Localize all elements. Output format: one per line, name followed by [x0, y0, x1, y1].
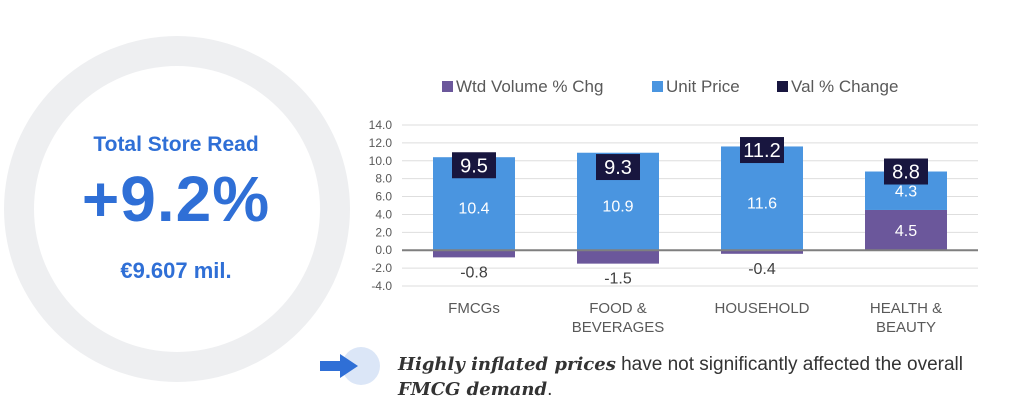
x-tick-label: HOUSEHOLD	[714, 300, 809, 317]
y-tick-label: -4.0	[371, 279, 392, 293]
x-tick-label: BEVERAGES	[572, 319, 665, 336]
data-label-val-change: 9.3	[604, 157, 632, 179]
marker-val-change	[596, 154, 640, 181]
legend-label: Unit Price	[666, 77, 740, 96]
takeaway-emphasis-demand: FMCG demand	[398, 379, 548, 400]
kpi-ring-inner	[34, 66, 320, 352]
kpi-subvalue: €9.607 mil.	[120, 258, 232, 283]
bar-volume	[433, 250, 515, 258]
legend-swatch	[777, 81, 788, 92]
marker-val-change	[452, 152, 496, 179]
y-tick-label: 6.0	[375, 190, 392, 204]
bar-unit-price	[721, 146, 803, 251]
takeaway-end: .	[547, 379, 553, 400]
bar-chart: 14.0 12.0 10.0 8.0 6.0 4.0 2.0 0.0 -2.0 -4.0 10.4 -…	[369, 77, 978, 336]
legend-label: Wtd Volume % Chg	[456, 77, 603, 96]
y-tick-label: 8.0	[375, 172, 392, 186]
data-label-unit-price: 10.9	[602, 198, 633, 215]
y-tick-label: -2.0	[371, 261, 392, 275]
x-tick-label: HEALTH &	[870, 300, 942, 317]
x-tick-label: FMCGs	[448, 300, 500, 317]
data-label-val-change: 8.8	[892, 162, 920, 184]
data-label-val-change: 9.5	[460, 155, 488, 177]
legend-label: Val % Change	[791, 77, 898, 96]
data-label-unit-price: 4.3	[895, 184, 917, 201]
kpi-title: Total Store Read	[93, 133, 259, 156]
y-tick-label: 14.0	[369, 118, 393, 132]
legend-swatch	[652, 81, 663, 92]
data-label-volume: -1.5	[604, 271, 632, 288]
y-tick-label: 4.0	[375, 207, 392, 221]
y-tick-label: 2.0	[375, 225, 392, 239]
takeaway-text: Highly inflated prices have not signific…	[398, 352, 1018, 402]
data-label-volume: -0.8	[460, 264, 488, 281]
x-tick-label: FOOD &	[589, 300, 647, 317]
data-label-volume: -0.4	[748, 261, 776, 278]
y-tick-label: 10.0	[369, 154, 393, 168]
y-tick-label: 12.0	[369, 136, 393, 150]
marker-val-change	[884, 158, 928, 185]
legend-swatch	[442, 81, 453, 92]
bar-volume	[865, 209, 947, 251]
kpi-ring	[4, 36, 350, 382]
bar-volume	[577, 250, 659, 264]
takeaway-middle: have not significantly affected the over…	[615, 354, 963, 375]
data-label-val-change: 11.2	[743, 140, 780, 162]
y-tick-label: 0.0	[375, 243, 392, 257]
arrow-right-icon	[320, 354, 358, 378]
kpi-value: +9.2%	[81, 163, 271, 235]
marker-val-change	[740, 137, 784, 164]
bar-volume	[721, 250, 803, 254]
x-tick-label: BEAUTY	[876, 319, 936, 336]
data-label-unit-price: 10.4	[458, 201, 489, 218]
takeaway-emphasis-prices: Highly inflated prices	[398, 354, 616, 375]
data-label-unit-price: 11.6	[747, 195, 777, 212]
data-label-volume: 4.5	[895, 223, 917, 240]
